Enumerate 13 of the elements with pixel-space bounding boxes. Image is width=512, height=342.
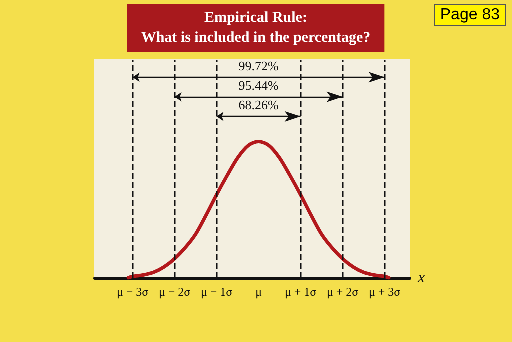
text: 95.44% (238, 78, 280, 94)
x-tick-label: μ − 2σ (158, 285, 192, 299)
x-tick-label: μ − 3σ (116, 285, 150, 299)
x-tick-label: μ − 1σ (200, 285, 234, 299)
x-tick-label: μ + 2σ (326, 285, 360, 299)
text: 68.26% (238, 98, 280, 113)
text: 99.72% (238, 58, 280, 74)
x-axis-title: x (417, 270, 426, 286)
x-tick-label: μ + 3σ (368, 285, 402, 299)
x-tick-label: μ + 1σ (284, 285, 318, 299)
x-tick-label: μ (256, 285, 262, 299)
chart-title: Empirical Rule: What is included in the percentage? (141, 10, 371, 46)
text: Page 83 (440, 6, 500, 24)
